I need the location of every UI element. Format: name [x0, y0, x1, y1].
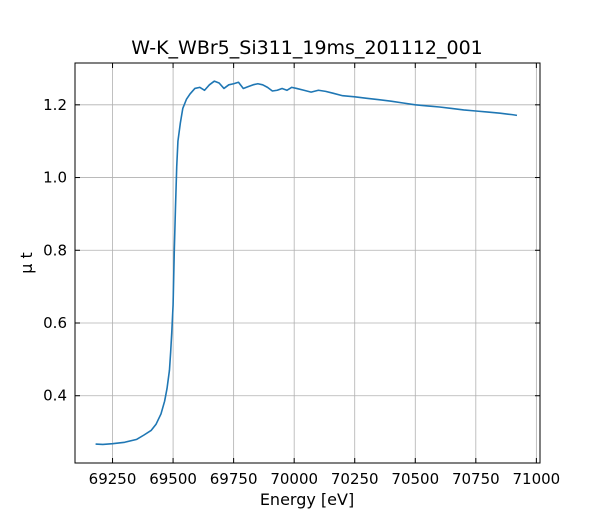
x-tick-label: 70750	[452, 470, 500, 488]
grid	[75, 63, 540, 463]
x-tick-label: 71000	[513, 470, 561, 488]
x-tick-label: 69750	[210, 470, 258, 488]
y-axis-label: μ t	[17, 252, 36, 274]
x-tick-label: 70500	[391, 470, 439, 488]
plot-frame	[74, 62, 541, 464]
x-tick-label: 69500	[149, 470, 197, 488]
ticks-group: 69250 69500 69750 70000 70250 70500 70750 71000…	[43, 63, 560, 488]
y-tick-label: 0.4	[43, 387, 67, 405]
series-group	[95, 80, 518, 446]
y-tick-label: 0.6	[43, 314, 67, 332]
chart-title: W-K_WBr5_Si311_19ms_201112_001	[131, 37, 483, 59]
y-tick-label: 0.8	[43, 241, 67, 259]
x-tick-label: 70000	[270, 470, 318, 488]
y-tick-label: 1.2	[43, 96, 67, 114]
x-axis-label: Energy [eV]	[260, 490, 354, 509]
x-tick-label: 70250	[331, 470, 379, 488]
y-tick-label: 1.0	[43, 169, 67, 187]
series-line	[95, 80, 518, 446]
x-tick-label: 69250	[89, 470, 137, 488]
